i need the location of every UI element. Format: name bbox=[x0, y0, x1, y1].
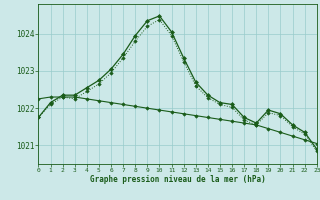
X-axis label: Graphe pression niveau de la mer (hPa): Graphe pression niveau de la mer (hPa) bbox=[90, 175, 266, 184]
